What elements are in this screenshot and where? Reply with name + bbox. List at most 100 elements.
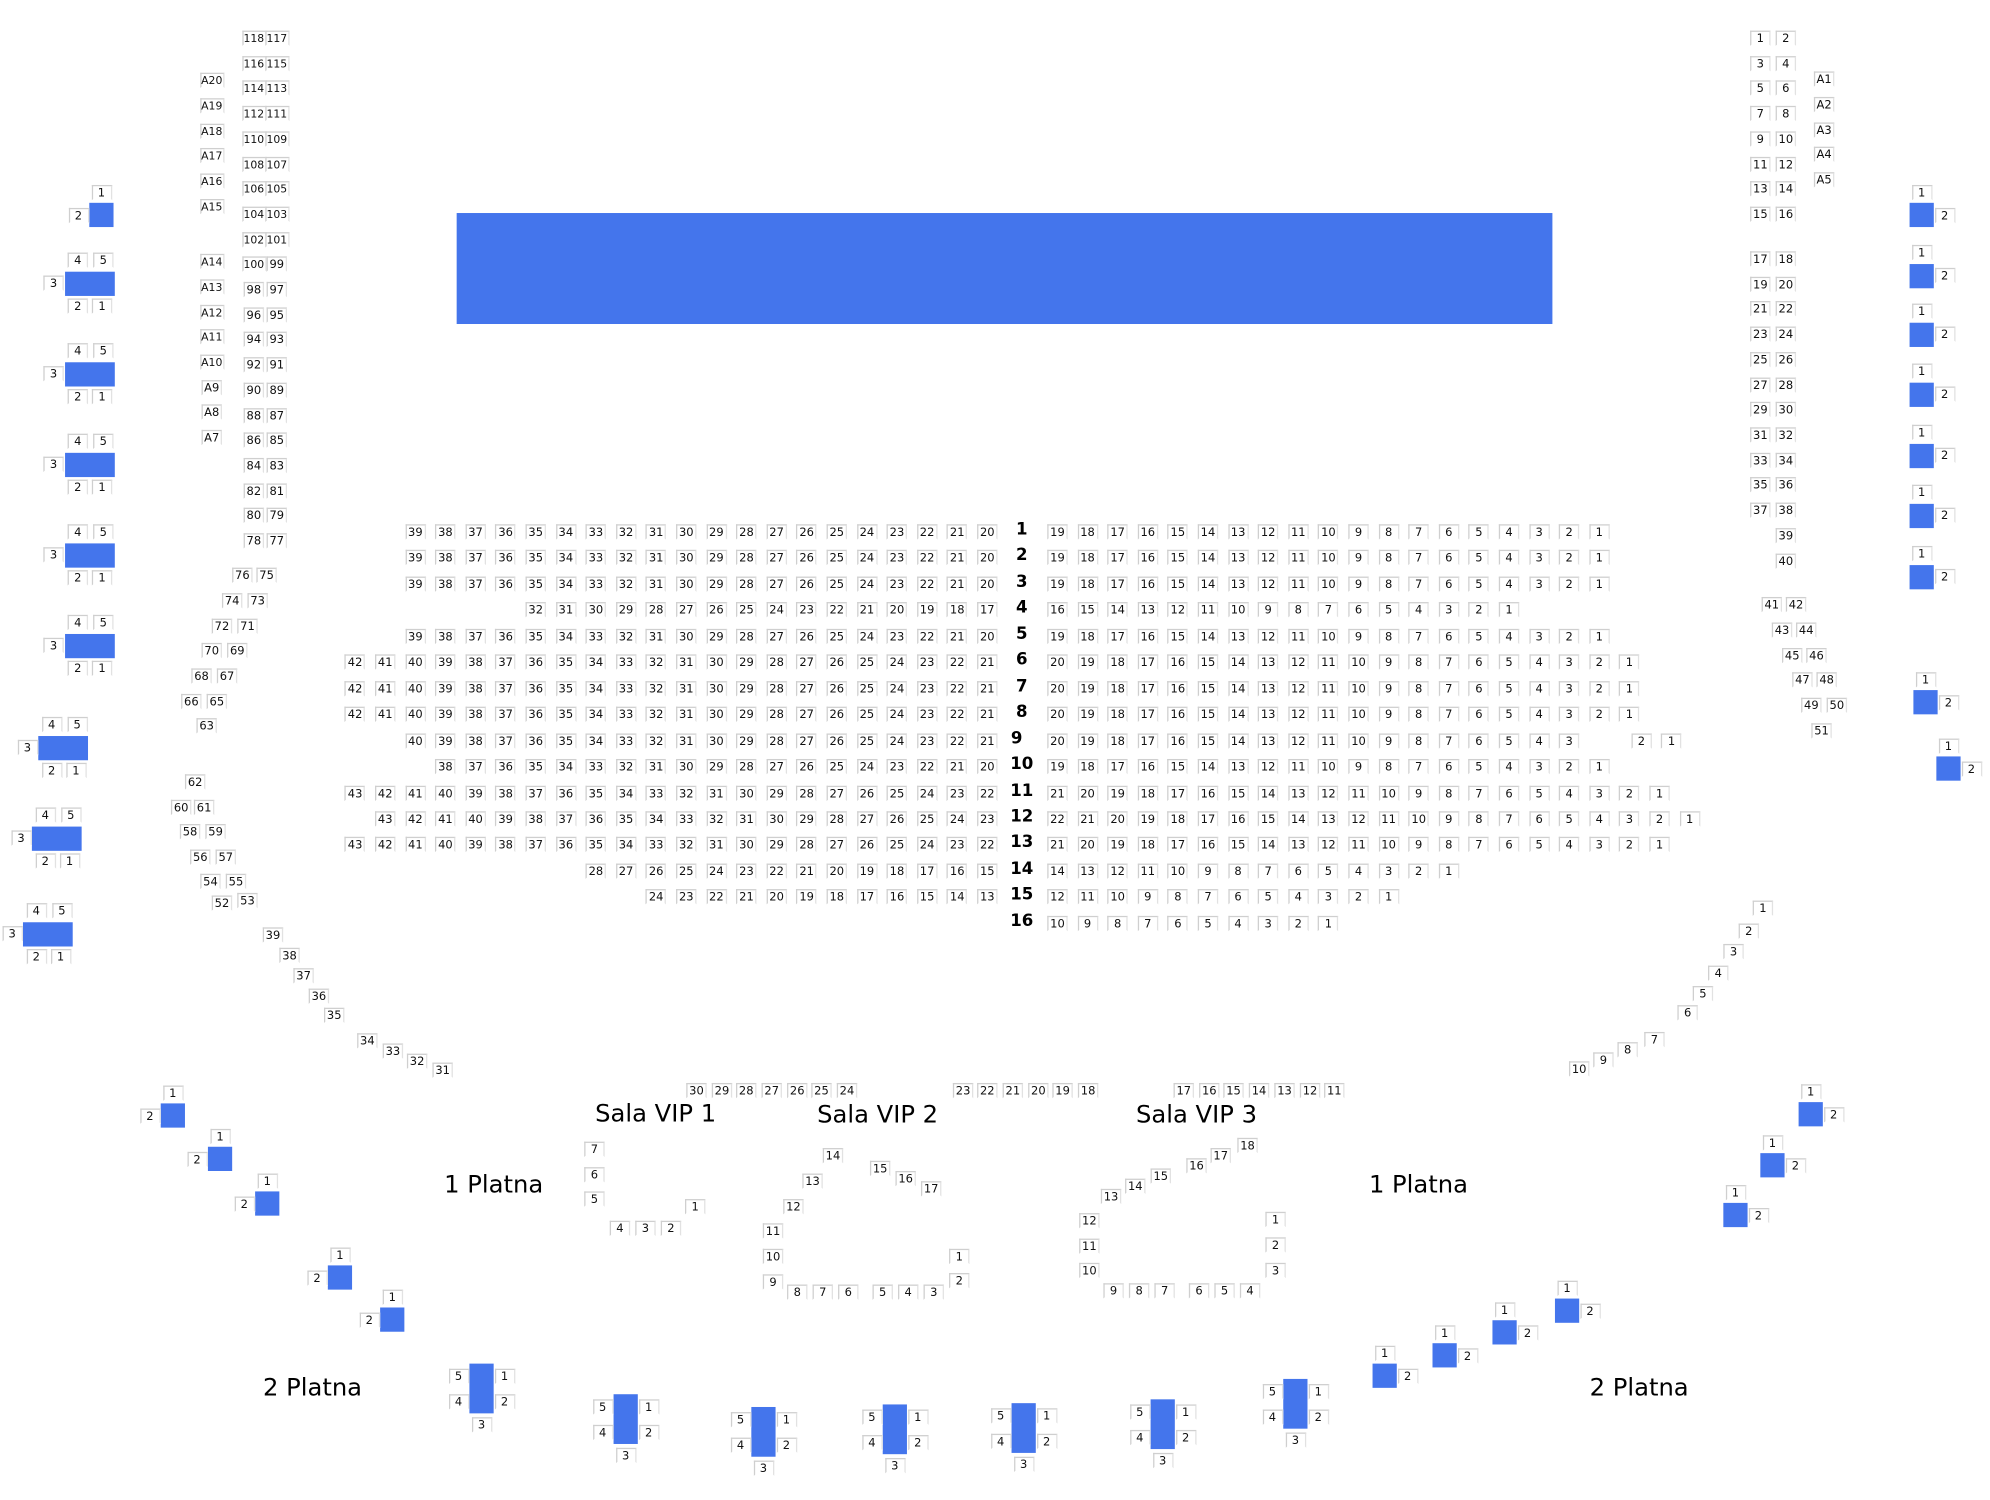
seat[interactable]: 45 [1782,648,1803,664]
seat[interactable]: 25 [856,654,878,671]
seat[interactable]: 42 [405,811,426,827]
table[interactable] [1150,1399,1175,1450]
seat[interactable]: 4 [67,524,89,540]
table[interactable] [64,633,115,658]
seat[interactable]: 3 [1528,759,1550,775]
seat[interactable]: 38 [279,947,300,964]
seat[interactable]: 32 [406,1053,428,1069]
seat[interactable]: 100 [241,256,266,273]
seat[interactable]: 3 [753,1459,774,1476]
seat[interactable]: 1 [907,1408,928,1425]
seat[interactable]: 3 [1152,1452,1173,1468]
seat[interactable]: 25 [916,811,938,827]
table[interactable] [751,1406,776,1457]
seat[interactable]: 80 [243,508,265,524]
seat[interactable]: 11 [1077,889,1098,905]
seat[interactable]: 37 [525,837,546,853]
seat[interactable]: 6 [1677,1005,1698,1021]
seat[interactable]: 30 [676,628,697,644]
seat[interactable]: 3 [1559,706,1580,723]
seat[interactable]: 13 [1077,863,1098,879]
seat[interactable]: 89 [266,382,288,398]
seat[interactable]: 28 [645,602,667,618]
seat[interactable]: 36 [495,550,516,566]
seat[interactable]: 14 [1047,863,1068,879]
seat[interactable]: 112 [241,105,266,122]
seat[interactable]: 3 [1,926,23,942]
seat[interactable]: 10 [1107,889,1128,905]
seat[interactable]: 6 [1438,628,1460,644]
seat[interactable]: 17 [1107,550,1128,566]
seat[interactable]: 47 [1792,672,1813,688]
seat[interactable]: 20 [1047,654,1068,671]
seat[interactable]: 11 [762,1223,784,1239]
seat[interactable]: 6 [1468,732,1490,749]
seat[interactable]: 32 [525,602,546,618]
seat[interactable]: 16 [946,863,968,879]
seat[interactable]: 26 [826,706,847,723]
seat[interactable]: 3 [1265,1262,1286,1279]
seat[interactable]: 5 [1559,811,1580,827]
seat[interactable]: 11 [1079,1238,1100,1254]
seat[interactable]: 29 [736,732,757,749]
seat[interactable]: 15 [1227,837,1249,853]
seat[interactable]: 20 [1077,837,1098,853]
seat[interactable]: 36 [525,706,546,723]
seat[interactable]: 30 [686,1082,707,1099]
seat[interactable]: 1 [1434,1324,1455,1341]
seat[interactable]: 16 [886,889,908,905]
seat[interactable]: 5 [730,1411,751,1427]
seat[interactable]: 1 [329,1246,351,1263]
table[interactable] [1909,263,1934,288]
seat[interactable]: 21 [1047,785,1068,801]
seat[interactable]: 8 [1288,602,1309,618]
table[interactable] [1909,564,1934,589]
seat[interactable]: 13 [1227,628,1249,644]
seat[interactable]: 31 [676,654,697,671]
seat[interactable]: 25 [826,550,847,566]
seat[interactable]: 27 [1750,376,1771,393]
seat[interactable]: 11 [1324,1082,1345,1099]
seat[interactable]: 19 [1047,759,1068,775]
seat[interactable]: 10 [1318,524,1339,540]
seat[interactable]: 26 [796,524,817,540]
seat[interactable]: 7 [1408,628,1429,644]
seat[interactable]: 24 [836,1082,858,1099]
seat[interactable]: 5 [60,807,82,823]
seat[interactable]: 42 [375,785,396,801]
seat[interactable]: 18 [1077,1082,1099,1099]
seat[interactable]: A17 [199,147,224,164]
seat[interactable]: 1 [91,298,113,314]
seat[interactable]: 37 [465,628,486,644]
seat[interactable]: 3 [43,456,64,472]
seat[interactable]: A4 [1813,146,1835,163]
seat[interactable]: 35 [525,576,546,592]
seat[interactable]: 29 [706,628,727,644]
table[interactable] [380,1307,405,1332]
seat[interactable]: 31 [706,837,727,853]
seat[interactable]: 4 [67,343,89,359]
seat[interactable]: 2 [139,1107,161,1124]
seat[interactable]: 21 [977,706,998,723]
seat[interactable]: 30 [706,732,727,749]
seat[interactable]: 34 [555,576,577,592]
seat[interactable]: 33 [585,628,607,644]
seat[interactable]: 1 [1911,424,1932,441]
seat[interactable]: 14 [1257,785,1279,801]
seat[interactable]: 42 [1785,596,1807,613]
seat[interactable]: 29 [736,680,757,697]
seat[interactable]: 38 [465,706,486,723]
seat[interactable]: 39 [405,576,426,592]
seat[interactable]: 104 [241,206,266,222]
seat[interactable]: 71 [237,618,258,634]
seat[interactable]: 37 [293,968,314,984]
seat[interactable]: 6 [838,1284,859,1300]
seat[interactable]: 3 [884,1457,906,1473]
seat[interactable]: 5 [93,252,114,268]
seat[interactable]: 19 [1077,732,1098,749]
seat[interactable]: 24 [856,576,878,592]
seat[interactable]: 33 [382,1043,404,1059]
seat[interactable]: 15 [1197,706,1219,723]
seat[interactable]: 10 [1318,576,1339,592]
seat[interactable]: 33 [1750,452,1771,468]
